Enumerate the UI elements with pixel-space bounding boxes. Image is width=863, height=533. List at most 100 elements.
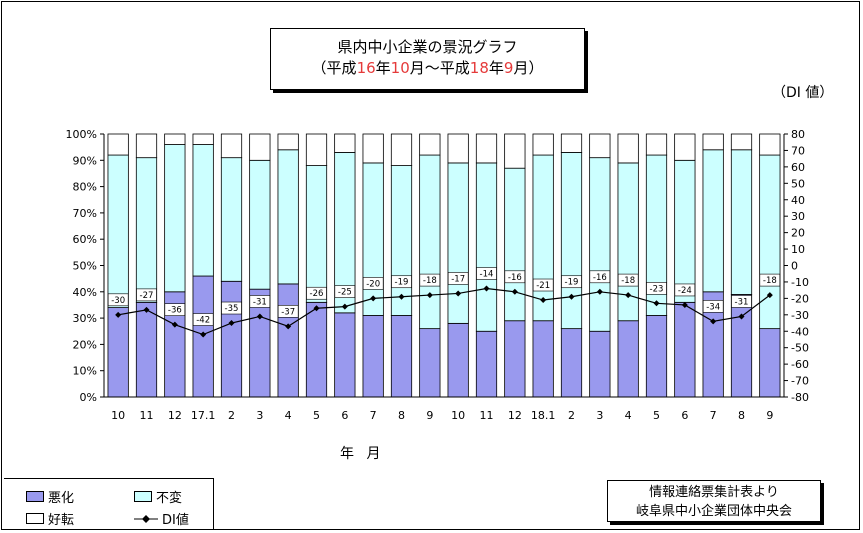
- right-axis-unit-label: （DI 値）: [772, 85, 834, 101]
- legend-label-same: 不変: [156, 491, 183, 506]
- di-data-label-box: [249, 295, 271, 308]
- x-axis-tick-label: 10: [451, 409, 465, 422]
- bar-same: [305, 165, 328, 303]
- bar-good: [645, 133, 668, 156]
- bar-bad: [617, 320, 639, 398]
- bar-same: [504, 167, 526, 322]
- bar-bad: [674, 301, 696, 398]
- di-data-label-box: [674, 283, 696, 297]
- di-data-label: -37: [281, 307, 295, 317]
- x-axis-tick-label: 18.1: [531, 409, 556, 422]
- di-data-label-box: [561, 275, 582, 289]
- bar-good: [617, 133, 639, 164]
- di-point: [511, 288, 518, 295]
- legend-item-bad: 悪化: [26, 487, 74, 506]
- right-axis-tick-label: -60: [791, 358, 809, 371]
- right-axis-tick-label: -40: [791, 325, 809, 338]
- di-data-label: -36: [168, 306, 182, 316]
- right-axis-tick-label: 50: [791, 177, 805, 190]
- subtitle-part: 9: [503, 59, 514, 77]
- x-axis-tick-label: 9: [766, 409, 773, 422]
- right-axis-tick-label: 30: [791, 210, 805, 223]
- di-data-label: -19: [565, 278, 579, 288]
- bar-bad: [759, 328, 781, 398]
- bar-bad: [220, 280, 243, 398]
- left-axis-tick-label: 100%: [66, 128, 97, 141]
- bar-good: [447, 133, 469, 164]
- legend-swatch-good: [26, 513, 44, 524]
- di-data-label: -31: [253, 297, 267, 307]
- di-data-label-box: [136, 288, 157, 302]
- bar-good: [504, 133, 526, 169]
- di-point: [426, 292, 433, 299]
- di-point: [143, 306, 150, 313]
- legend-swatch-same: [134, 491, 152, 502]
- bar-same: [164, 144, 186, 293]
- bar-same: [674, 159, 696, 303]
- bar-good: [702, 133, 724, 151]
- di-point: [710, 318, 717, 325]
- di-data-label: -35: [225, 304, 239, 314]
- di-point: [766, 292, 773, 299]
- di-point: [313, 305, 320, 312]
- chart-title-box: 県内中小企業の景況グラフ （平成16年10月～平成18年9月）: [270, 28, 585, 90]
- legend-di-line-icon: [134, 514, 158, 523]
- left-axis-tick-label: 70%: [73, 207, 97, 220]
- bar-bad: [277, 283, 299, 398]
- x-axis-tick-label: 4: [285, 409, 292, 422]
- di-point: [540, 297, 547, 304]
- right-axis-tick-label: -20: [791, 292, 809, 305]
- di-data-label: -30: [111, 296, 125, 306]
- x-axis-tick-label: 7: [370, 409, 377, 422]
- x-axis-tick-label: 6: [341, 409, 348, 422]
- right-axis-tick-label: 80: [791, 128, 805, 141]
- di-data-label-box: [391, 275, 412, 289]
- bar-bad: [730, 294, 753, 398]
- x-axis-tick-label: 8: [398, 409, 405, 422]
- di-point: [171, 321, 178, 328]
- x-axis-tick-label: 11: [480, 409, 494, 422]
- di-data-label-box: [731, 295, 752, 308]
- x-axis-tick-label: 5: [653, 409, 660, 422]
- subtitle-part: 18: [469, 59, 489, 77]
- di-data-label: -42: [196, 316, 210, 326]
- di-data-label: -27: [140, 291, 154, 301]
- bar-bad: [645, 315, 668, 398]
- di-data-label: -14: [480, 270, 494, 280]
- x-axis-tick-label: 6: [681, 409, 688, 422]
- di-data-label-box: [107, 293, 129, 307]
- bar-good: [362, 133, 384, 164]
- bar-good: [560, 133, 583, 153]
- bar-bad: [560, 328, 583, 398]
- di-data-label-box: [334, 285, 356, 298]
- legend-label-di: DI値: [162, 513, 189, 528]
- di-data-label: -24: [678, 286, 692, 296]
- legend-label-bad: 悪化: [48, 491, 75, 506]
- bar-good: [532, 133, 554, 156]
- x-axis-tick-label: 8: [738, 409, 745, 422]
- bar-same: [192, 144, 214, 277]
- right-axis-tick-label: 20: [791, 227, 805, 240]
- di-point: [596, 288, 603, 295]
- chart-title: 県内中小企業の景況グラフ: [337, 38, 518, 56]
- legend: 悪化 不変 好転 DI値: [4, 478, 214, 530]
- bar-same: [249, 159, 271, 290]
- x-axis-tick-label: 7: [710, 409, 717, 422]
- di-point: [455, 290, 462, 297]
- di-data-label: -16: [593, 273, 607, 283]
- source-line-1: 情報連絡票集計表より: [649, 485, 779, 500]
- di-data-label-box: [617, 273, 639, 287]
- bar-bad: [362, 315, 384, 398]
- bar-bad: [305, 301, 328, 398]
- bar-good: [164, 133, 186, 145]
- di-data-label: -17: [451, 274, 465, 284]
- bar-good: [220, 133, 243, 159]
- bar-good: [674, 133, 696, 161]
- bar-same: [447, 162, 469, 324]
- bar-bad: [447, 322, 469, 398]
- x-axis-tick-label: 5: [313, 409, 320, 422]
- di-data-label: -26: [310, 289, 324, 299]
- left-axis-tick-label: 30%: [73, 312, 97, 325]
- bar-same: [730, 149, 753, 295]
- legend-label-good: 好転: [48, 513, 75, 528]
